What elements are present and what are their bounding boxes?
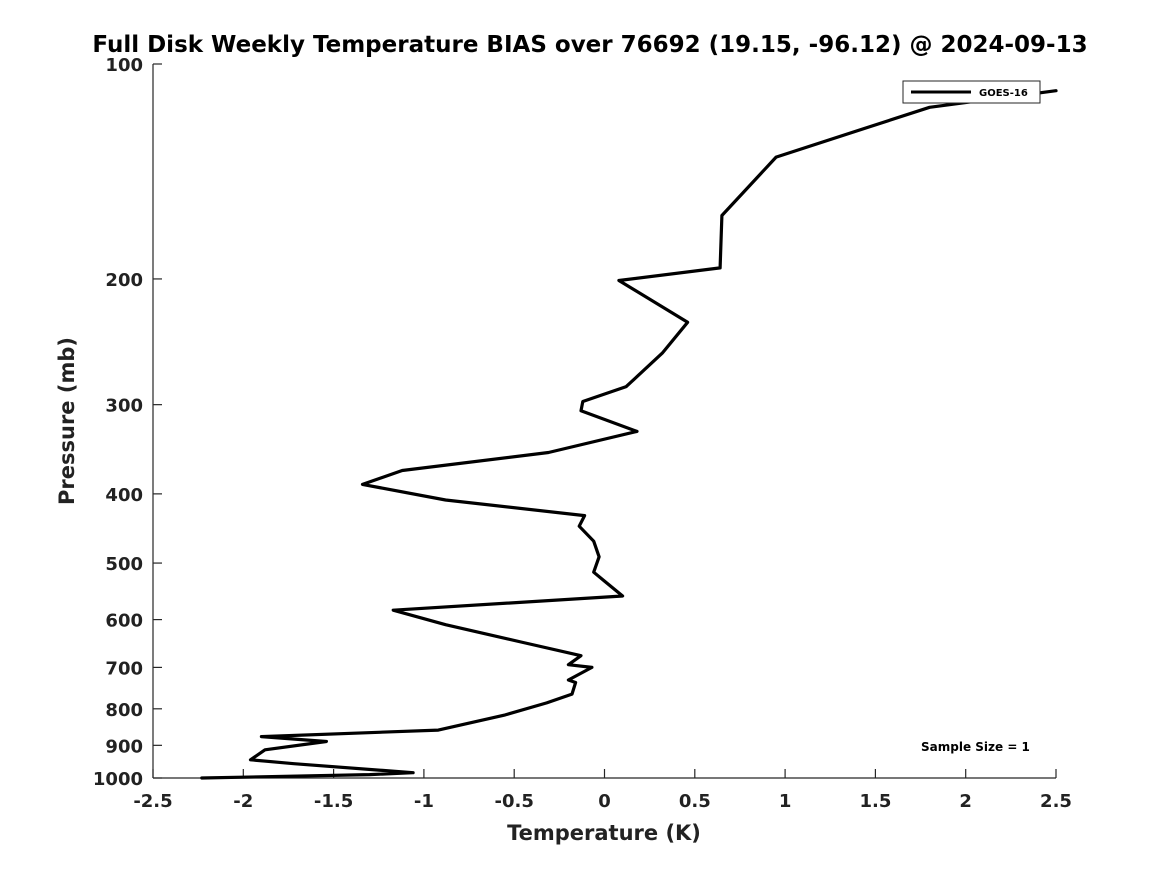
x-tick-label: -2.5	[133, 791, 172, 812]
x-tick-label: 2	[959, 791, 972, 812]
x-tick-label: 0	[598, 791, 611, 812]
x-tick-label: -1	[414, 791, 434, 812]
y-tick-label: 800	[105, 700, 143, 721]
y-tick-label: 700	[105, 658, 143, 679]
x-ticks: -2.5 -2 -1.5 -1 -0.5 0 0.5 1 1.5 2 2.5	[133, 769, 1072, 812]
x-tick-label: 1.5	[859, 791, 891, 812]
series-layer	[200, 89, 1058, 780]
x-tick-label: -2	[233, 791, 253, 812]
y-tick-label: 600	[105, 611, 143, 632]
y-tick-label: 500	[105, 554, 143, 575]
sample-size-annotation: Sample Size = 1	[921, 740, 1030, 754]
y-tick-label: 200	[105, 270, 143, 291]
x-tick-label: 2.5	[1040, 791, 1072, 812]
legend-label: GOES-16	[979, 88, 1028, 99]
y-tick-label: 300	[105, 396, 143, 417]
x-tick-label: 0.5	[679, 791, 711, 812]
chart-title: Full Disk Weekly Temperature BIAS over 7…	[92, 32, 1087, 58]
x-tick-label: 1	[779, 791, 792, 812]
legend-box	[902, 80, 1041, 104]
y-tick-label: 1000	[93, 769, 143, 790]
y-ticks: 100 200 300 400 500 600 700 800 900 1000	[93, 55, 162, 790]
y-tick-label: 400	[105, 485, 143, 506]
x-tick-label: -1.5	[314, 791, 353, 812]
series-line-goes-16	[200, 89, 1058, 780]
x-tick-label: -0.5	[495, 791, 534, 812]
legend: GOES-16	[902, 80, 1041, 104]
x-axis-label: Temperature (K)	[507, 821, 701, 845]
y-axis-label: Pressure (mb)	[55, 337, 79, 505]
y-tick-label: 100	[105, 55, 143, 76]
y-tick-label: 900	[105, 736, 143, 757]
